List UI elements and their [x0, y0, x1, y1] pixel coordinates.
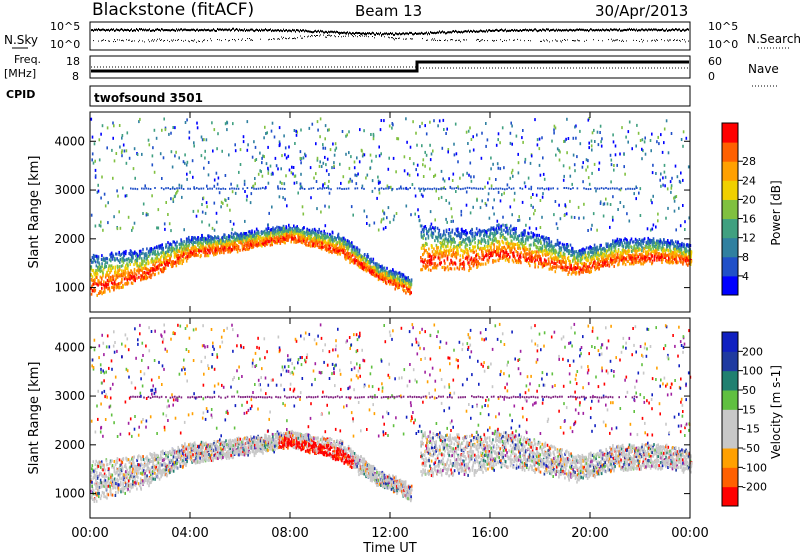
freq-tick-18: 18: [66, 55, 80, 68]
colorbar-swatch: [722, 256, 738, 277]
y-tick-label: 1000: [54, 281, 85, 295]
colorbar-swatch: [722, 486, 738, 507]
noise-sky-trace: [91, 27, 689, 37]
time-tick-label: 20:00: [571, 526, 608, 541]
colorbar-swatch: [722, 161, 738, 181]
velocity-ylabel: Slant Range [km]: [27, 362, 42, 475]
power-ylabel: Slant Range [km]: [27, 156, 42, 269]
cpid-label: CPID: [6, 88, 35, 101]
power-y-axis: 1000 2000 3000 4000: [54, 134, 690, 295]
colorbar-swatch: [722, 237, 738, 258]
y-tick-label: 4000: [54, 340, 85, 354]
colorbar-tick-label: 16: [742, 213, 756, 226]
freq-panel: [89, 55, 691, 79]
colorbar-tick-label: -15: [742, 423, 760, 436]
colorbar-swatch: [722, 123, 738, 143]
freq-label-1: Freq.: [14, 53, 41, 66]
time-tick-label: 12:00: [371, 526, 408, 541]
colorbar-tick-label: 100: [742, 365, 763, 378]
velocity-y-axis: 1000 2000 3000 4000: [54, 340, 690, 501]
colorbar-swatch: [722, 390, 738, 410]
colorbar-swatch: [722, 409, 738, 430]
colorbar-tick-label: 20: [742, 193, 756, 206]
noise-tick-top-left: 10^5: [50, 20, 80, 33]
nave-label: Nave: [748, 62, 779, 76]
freq-label-2: [MHz]: [4, 67, 36, 80]
cpid-panel: [89, 85, 691, 107]
colorbar-tick-label: 8: [742, 251, 749, 264]
time-tick-label: 00:00: [671, 526, 708, 541]
power-colorbar-label: Power [dB]: [769, 180, 783, 245]
velocity-scatter: [90, 322, 693, 503]
colorbar-swatch: [722, 142, 738, 162]
noise-search-trace: [93, 33, 689, 43]
velocity-colorbar-label: Velocity [m s-1]: [769, 365, 783, 459]
colorbar-tick-label: 50: [742, 384, 756, 397]
power-colorbar: 4 8 12 16 20 24 28: [721, 122, 756, 296]
noise-tick-top-right: 10^5: [708, 20, 738, 33]
noise-tick-bottom-left: 10^0: [50, 38, 80, 51]
time-tick-label: 08:00: [271, 526, 308, 541]
colorbar-swatch: [722, 351, 738, 372]
colorbar-tick-label: -200: [742, 481, 767, 494]
noise-right-label: N.Search: [747, 32, 800, 46]
colorbar-tick-label: 200: [742, 345, 763, 358]
velocity-colorbar: 200 100 50 15 -15 -50 -100 -200: [721, 331, 767, 507]
time-axis: 00:00 04:00 08:00 12:00 16:00 20:00 00:00: [71, 112, 709, 541]
station-title: Blackstone (fitACF): [92, 0, 254, 20]
y-tick-label: 3000: [54, 389, 85, 403]
time-tick-label: 16:00: [471, 526, 508, 541]
beam-title: Beam 13: [355, 2, 422, 20]
colorbar-swatch: [722, 448, 738, 468]
colorbar-tick-label: 12: [742, 232, 756, 245]
time-tick-label: 00:00: [71, 526, 108, 541]
colorbar-tick-label: 4: [742, 270, 749, 283]
colorbar-swatch: [722, 332, 738, 352]
colorbar-swatch: [722, 467, 738, 488]
y-tick-label: 3000: [54, 183, 85, 197]
colorbar-tick-label: 24: [742, 174, 756, 187]
colorbar-tick-label: -50: [742, 442, 760, 455]
nave-tick-60: 60: [708, 55, 722, 68]
y-tick-label: 1000: [54, 487, 85, 501]
y-tick-label: 2000: [54, 438, 85, 452]
colorbar-swatch: [722, 275, 738, 296]
noise-tick-bottom-right: 10^0: [708, 38, 738, 51]
y-tick-label: 4000: [54, 134, 85, 148]
noise-panel: [89, 21, 691, 51]
nave-tick-0: 0: [708, 70, 715, 83]
colorbar-tick-label: -100: [742, 461, 767, 474]
y-tick-label: 2000: [54, 232, 85, 246]
time-tick-label: 04:00: [171, 526, 208, 541]
colorbar-swatch: [722, 199, 738, 220]
colorbar-tick-label: 28: [742, 155, 756, 168]
date-title: 30/Apr/2013: [595, 2, 688, 20]
noise-left-label: N.Sky: [4, 33, 38, 47]
colorbar-tick-label: 15: [742, 403, 756, 416]
power-scatter: [90, 117, 693, 297]
colorbar-swatch: [722, 180, 738, 200]
colorbar-swatch: [722, 218, 738, 239]
cpid-program: twofsound 3501: [94, 91, 203, 105]
time-axis-title: Time UT: [362, 541, 416, 554]
colorbar-swatch: [722, 370, 738, 391]
freq-tick-8: 8: [72, 70, 79, 83]
freq-trace: [91, 60, 689, 73]
colorbar-swatch: [722, 428, 738, 449]
